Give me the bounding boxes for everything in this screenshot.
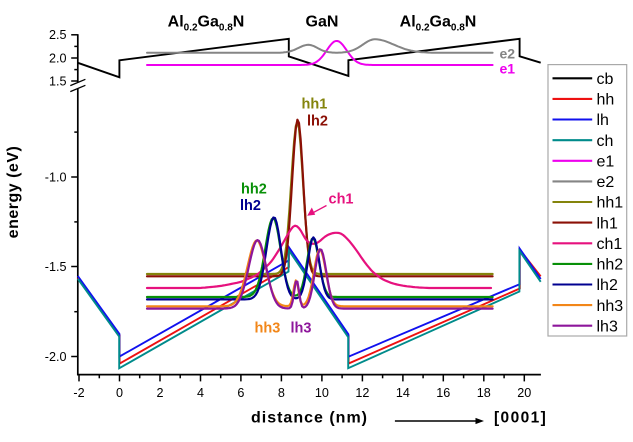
svg-text:lh3: lh3: [291, 321, 312, 337]
svg-text:distance (nm): distance (nm): [251, 410, 368, 427]
svg-text:-1.5: -1.5: [45, 260, 67, 274]
svg-text:lh2: lh2: [240, 198, 261, 214]
svg-text:lh2: lh2: [307, 114, 328, 130]
svg-text:12: 12: [355, 386, 369, 400]
svg-text:6: 6: [237, 386, 244, 400]
svg-text:lh: lh: [597, 112, 609, 129]
svg-text:1.5: 1.5: [49, 74, 67, 88]
svg-text:20: 20: [517, 386, 531, 400]
svg-text:GaN: GaN: [306, 14, 339, 31]
svg-text:ch1: ch1: [597, 236, 623, 253]
svg-text:10: 10: [315, 386, 329, 400]
svg-text:4: 4: [197, 386, 204, 400]
svg-text:Al0.2Ga0.8N: Al0.2Ga0.8N: [168, 14, 245, 34]
svg-text:2.5: 2.5: [49, 28, 67, 42]
svg-text:e2: e2: [500, 46, 516, 62]
svg-text:hh2: hh2: [597, 257, 624, 274]
svg-text:2.0: 2.0: [49, 51, 67, 65]
svg-text:ch: ch: [597, 133, 614, 150]
svg-text:e1: e1: [597, 154, 615, 171]
svg-text:lh3: lh3: [597, 318, 618, 335]
svg-text:e2: e2: [597, 174, 615, 191]
svg-text:lh2: lh2: [597, 277, 618, 294]
svg-text:hh3: hh3: [597, 298, 624, 315]
svg-text:cb: cb: [597, 71, 614, 88]
svg-text:hh1: hh1: [597, 195, 624, 212]
svg-text:hh1: hh1: [302, 97, 328, 113]
svg-text:0: 0: [116, 386, 123, 400]
svg-text:2: 2: [156, 386, 163, 400]
svg-text:8: 8: [278, 386, 285, 400]
svg-text:ch1: ch1: [329, 192, 354, 208]
svg-text:lh1: lh1: [597, 215, 618, 232]
svg-text:hh3: hh3: [255, 321, 281, 337]
svg-text:hh2: hh2: [241, 182, 267, 198]
svg-text:-2.0: -2.0: [45, 350, 67, 364]
svg-text:energy (eV): energy (eV): [5, 146, 22, 239]
svg-text:-1.0: -1.0: [45, 170, 67, 184]
svg-text:16: 16: [436, 386, 450, 400]
svg-text:18: 18: [477, 386, 491, 400]
svg-text:14: 14: [396, 386, 410, 400]
svg-text:Al0.2Ga0.8N: Al0.2Ga0.8N: [400, 14, 477, 34]
svg-text:hh: hh: [597, 92, 615, 109]
svg-text:e1: e1: [500, 61, 516, 77]
svg-text:-2: -2: [73, 386, 84, 400]
svg-text:[0001]: [0001]: [494, 410, 547, 427]
